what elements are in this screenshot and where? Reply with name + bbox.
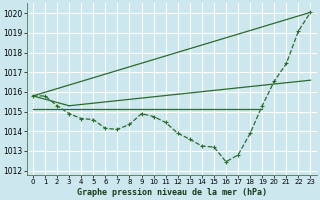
X-axis label: Graphe pression niveau de la mer (hPa): Graphe pression niveau de la mer (hPa) — [77, 188, 267, 197]
